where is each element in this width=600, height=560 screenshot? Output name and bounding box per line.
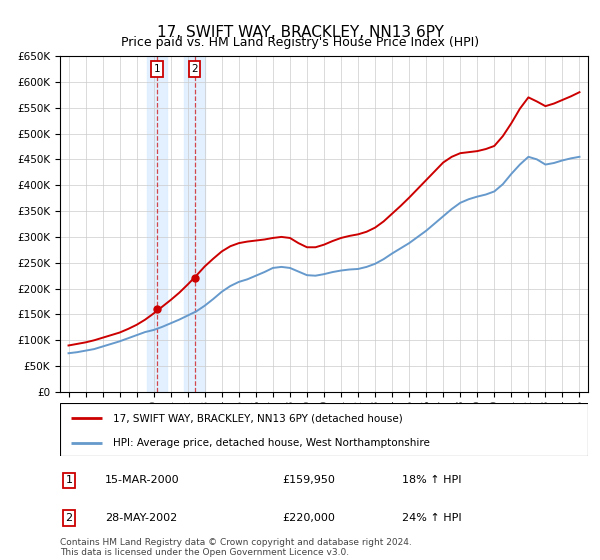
Text: £220,000: £220,000	[282, 513, 335, 523]
Text: Price paid vs. HM Land Registry's House Price Index (HPI): Price paid vs. HM Land Registry's House …	[121, 36, 479, 49]
Text: HPI: Average price, detached house, West Northamptonshire: HPI: Average price, detached house, West…	[113, 438, 430, 448]
Text: 24% ↑ HPI: 24% ↑ HPI	[402, 513, 461, 523]
Text: 2: 2	[65, 513, 73, 523]
Text: 17, SWIFT WAY, BRACKLEY, NN13 6PY: 17, SWIFT WAY, BRACKLEY, NN13 6PY	[157, 25, 443, 40]
Text: 1: 1	[65, 475, 73, 486]
Text: 18% ↑ HPI: 18% ↑ HPI	[402, 475, 461, 486]
Bar	[184, 56, 205, 392]
Text: £159,950: £159,950	[282, 475, 335, 486]
Text: 17, SWIFT WAY, BRACKLEY, NN13 6PY (detached house): 17, SWIFT WAY, BRACKLEY, NN13 6PY (detac…	[113, 413, 403, 423]
Text: 2: 2	[191, 64, 198, 74]
Text: 28-MAY-2002: 28-MAY-2002	[105, 513, 177, 523]
Text: Contains HM Land Registry data © Crown copyright and database right 2024.
This d: Contains HM Land Registry data © Crown c…	[60, 538, 412, 557]
Bar	[147, 56, 167, 392]
Text: 1: 1	[154, 64, 160, 74]
Text: 15-MAR-2000: 15-MAR-2000	[105, 475, 179, 486]
